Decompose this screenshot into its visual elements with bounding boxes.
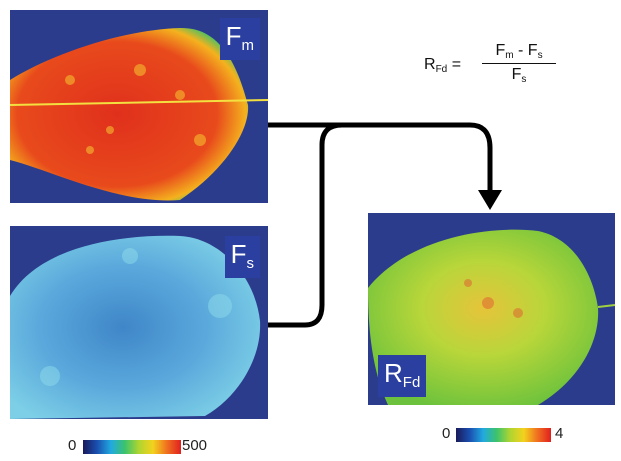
fm-label-sub: m	[241, 37, 255, 54]
formula-den-main: F	[511, 66, 522, 83]
formula-numerator: Fm - Fs	[482, 42, 556, 64]
fm-label-main: F	[225, 21, 242, 51]
formula-lhs-sub: Fd	[435, 64, 448, 75]
formula-lhs-main: R	[424, 56, 436, 73]
rfd-label-sub: Fd	[402, 374, 421, 391]
left-colorbar	[83, 440, 181, 454]
fm-leaf-image	[10, 27, 268, 201]
right-colorbar	[456, 428, 551, 442]
formula-num-b-sub: s	[537, 50, 543, 61]
right-colorbar-min: 0	[442, 425, 451, 442]
formula-den-sub: s	[521, 74, 527, 85]
right-colorbar-max: 4	[555, 425, 564, 442]
formula-fraction: Fm - Fs Fs	[482, 42, 556, 85]
formula-denominator: Fs	[482, 64, 556, 85]
fs-leaf-image	[10, 235, 261, 419]
fs-label-sub: s	[246, 255, 255, 272]
fm-image-panel: Fm	[10, 10, 268, 203]
arrow-head	[478, 190, 502, 210]
formula-equals: =	[451, 56, 462, 73]
fs-label: Fs	[224, 236, 260, 278]
formula-num-b-main: F	[527, 42, 538, 59]
rfd-image-panel: RFd	[368, 213, 615, 405]
connector-fm-to-rfd	[268, 122, 493, 192]
fm-label: Fm	[219, 18, 260, 60]
left-colorbar-min: 0	[68, 437, 77, 454]
connector-fs-to-junction	[268, 122, 343, 328]
fs-label-main: F	[230, 239, 247, 269]
formula-num-a-main: F	[495, 42, 506, 59]
rfd-label-main: R	[384, 358, 403, 388]
fs-image-panel: Fs	[10, 226, 268, 419]
left-colorbar-max: 500	[182, 437, 208, 454]
formula-lhs: RFd =	[424, 56, 461, 75]
formula-num-a-sub: m	[505, 50, 514, 61]
rfd-label: RFd	[378, 355, 427, 397]
formula-num-op: -	[513, 42, 528, 59]
